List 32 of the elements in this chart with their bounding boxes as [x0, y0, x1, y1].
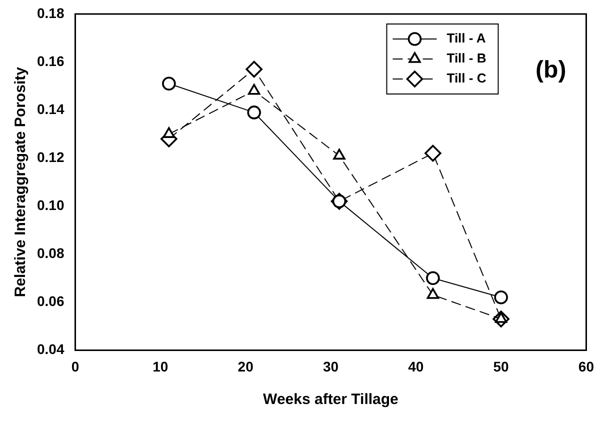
- x-tick-label: 30: [322, 358, 339, 374]
- point: [248, 84, 260, 95]
- point: [247, 106, 261, 120]
- point: [246, 60, 262, 78]
- y-tick-label: 0.18: [37, 4, 64, 21]
- legend-label: Till - C: [446, 70, 487, 86]
- y-axis-title: Relative Interaggregate Porosity: [12, 66, 30, 298]
- point: [426, 271, 440, 286]
- y-tick-label: 0.12: [37, 148, 64, 165]
- point: [333, 148, 346, 160]
- y-tick-label: 0.06: [37, 293, 64, 310]
- y-tick-label: 0.08: [37, 245, 64, 261]
- x-tick-label: 10: [152, 358, 168, 374]
- point: [494, 290, 508, 304]
- annotation: (b): [536, 56, 566, 84]
- point: [426, 288, 440, 299]
- legend-label: Till - B: [446, 50, 486, 66]
- x-axis-title: Weeks after Tillage: [263, 391, 398, 408]
- point: [332, 194, 346, 208]
- y-tick-label: 0.10: [37, 196, 64, 213]
- point: [162, 76, 176, 91]
- x-tick-label: 50: [493, 358, 510, 374]
- point: [162, 127, 176, 138]
- legend-label: Till - A: [446, 30, 486, 46]
- x-tick-label: 60: [578, 358, 594, 374]
- x-tick-label: 0: [71, 358, 80, 374]
- y-tick-label: 0.14: [37, 100, 64, 117]
- x-tick-label: 20: [238, 358, 254, 374]
- point: [424, 144, 442, 162]
- y-tick-label: 0.04: [37, 341, 64, 358]
- x-tick-label: 40: [408, 358, 424, 374]
- y-tick-label: 0.16: [37, 52, 64, 69]
